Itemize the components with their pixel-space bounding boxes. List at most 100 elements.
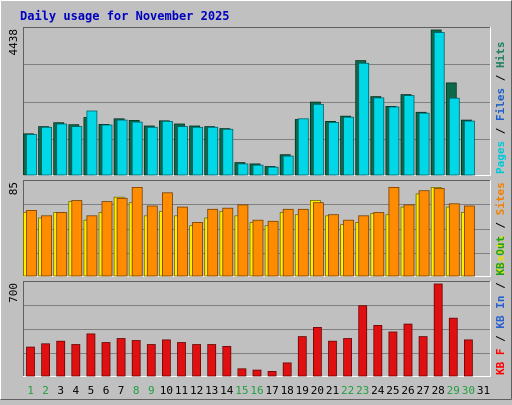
bar-kb-f <box>297 336 307 377</box>
bar-sites <box>343 219 355 277</box>
bar-pages <box>222 128 234 176</box>
x-tick-label: 11 <box>175 384 188 397</box>
bar-kb-f <box>448 317 458 377</box>
x-tick-label: 29 <box>447 384 460 397</box>
bar-kb-f <box>463 339 473 377</box>
x-tick-label: 5 <box>88 384 95 397</box>
bar-pages <box>86 110 98 176</box>
bar-pages <box>101 124 113 176</box>
traffic-panel: 4438 Pages / Files / Hits <box>7 27 507 176</box>
x-tick-label: 3 <box>57 384 64 397</box>
bar-kb-f <box>312 326 322 377</box>
side-legend-part: / <box>494 68 507 88</box>
x-tick-label: 22 <box>341 384 354 397</box>
x-tick-label: 21 <box>326 384 339 397</box>
bar-pages <box>312 104 324 176</box>
bar-kb-f <box>418 336 428 377</box>
x-tick-label: 30 <box>462 384 475 397</box>
side-legend: KB F / KB In / KB Out <box>494 236 507 375</box>
bar-sites <box>26 209 37 277</box>
bar-pages <box>146 126 158 176</box>
bar-kb-f <box>192 344 202 377</box>
bar-sites <box>131 186 143 277</box>
x-tick-label: 1 <box>27 384 34 397</box>
x-tick-label: 13 <box>205 384 218 397</box>
x-tick-label: 8 <box>133 384 140 397</box>
x-tick-label: 4 <box>72 384 79 397</box>
bar-kb-f <box>101 342 111 377</box>
bar-kb-f <box>207 344 217 377</box>
bar-kb-f <box>403 323 413 377</box>
bar-sites <box>328 214 339 277</box>
bar-pages <box>297 118 309 176</box>
bar-sites <box>146 205 158 277</box>
x-tick-label: 2 <box>42 384 49 397</box>
bar-kb-f <box>26 346 35 377</box>
kbytes-panel: 700 KB F / KB In / KB Out <box>7 236 507 377</box>
bar-pages <box>373 97 385 176</box>
side-legend-part: KB F <box>494 349 507 376</box>
bar-sites <box>252 219 264 277</box>
bar-sites <box>86 215 98 277</box>
bar-sites <box>433 188 445 277</box>
bar-kb-f <box>267 370 277 377</box>
bar-sites <box>207 208 219 277</box>
bar-kb-f <box>177 342 186 377</box>
x-tick-label: 7 <box>118 384 125 397</box>
chart-title: Daily usage for November 2025 <box>20 9 230 23</box>
bar-pages <box>403 95 415 176</box>
bar-pages <box>161 121 173 176</box>
side-legend: Pages / Files / Hits <box>494 42 507 175</box>
bar-pages <box>177 126 188 176</box>
bar-pages <box>192 126 204 176</box>
bar-kb-f <box>282 362 292 377</box>
bar-pages <box>207 126 219 176</box>
bar-pages <box>26 134 37 176</box>
bar-kb-f <box>86 333 96 377</box>
bar-pages <box>388 106 400 176</box>
bar-sites <box>101 201 113 277</box>
bar-sites <box>463 205 475 277</box>
bar-pages <box>282 155 294 176</box>
side-legend-part: Hits <box>494 42 507 69</box>
bar-pages <box>328 122 339 176</box>
bar-pages <box>418 112 430 176</box>
bar-kb-f <box>343 338 353 377</box>
bar-sites <box>41 215 52 277</box>
bar-sites <box>403 204 415 277</box>
side-legend-part: Files <box>494 88 507 121</box>
x-tick-label: 26 <box>401 384 414 397</box>
bar-pages <box>358 62 370 176</box>
chart-panels: 4438 Pages / Files / Hits 85 Visits / Sites… <box>7 27 507 377</box>
side-legend-part: / <box>494 215 507 235</box>
bar-pages <box>252 164 264 176</box>
x-tick-label: 12 <box>190 384 203 397</box>
x-tick-label: 27 <box>416 384 429 397</box>
bar-sites <box>177 206 188 277</box>
x-axis-labels: 1 2 3 4 5 6 7 8 9 10 11 12 13 14 15 16 17 18 19 20 21 22 23 24 2… <box>27 384 490 397</box>
bar-pages <box>237 163 249 176</box>
bar-pages <box>433 32 445 176</box>
bar-pages <box>41 126 52 176</box>
bar-sites <box>116 197 128 277</box>
bar-sites <box>56 212 68 277</box>
side-legend-part: Sites <box>494 182 507 215</box>
bar-kb-f <box>41 343 50 377</box>
x-tick-label: 20 <box>311 384 324 397</box>
max-value-label: 4438 <box>7 29 20 56</box>
bar-sites <box>71 200 83 277</box>
bar-sites <box>358 215 370 277</box>
bar-kb-f <box>116 338 126 377</box>
side-legend-part: KB In <box>494 296 507 329</box>
bar-pages <box>267 166 279 176</box>
max-value-label: 85 <box>7 182 20 195</box>
side-legend-part: / <box>494 329 507 349</box>
x-tick-label: 25 <box>386 384 399 397</box>
bar-kb-f <box>388 331 398 377</box>
bar-kb-f <box>146 344 156 377</box>
bar-kb-f <box>161 339 171 377</box>
side-legend-part: Pages <box>494 141 507 174</box>
bar-kb-f <box>373 324 383 377</box>
bar-sites <box>312 202 324 277</box>
